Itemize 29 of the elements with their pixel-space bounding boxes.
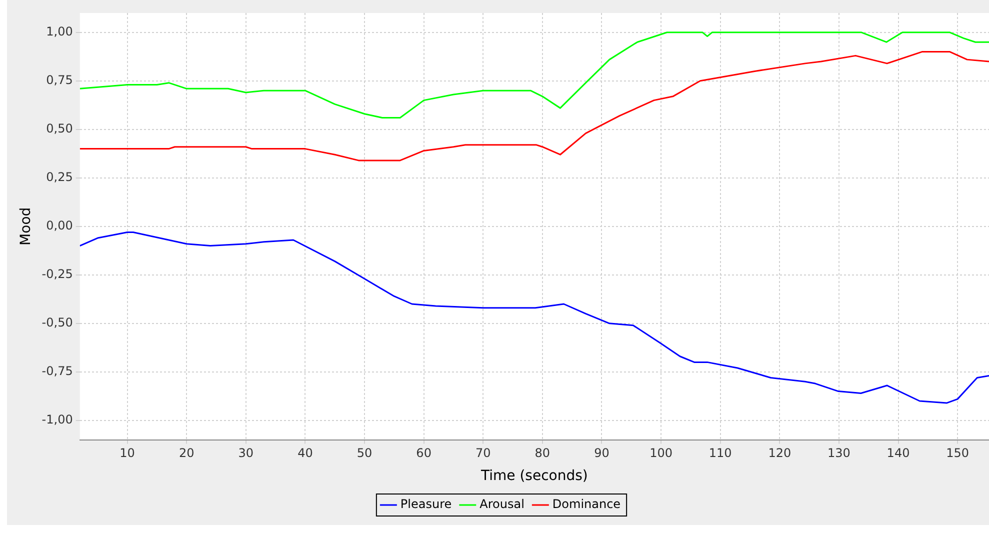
y-tick-label: -0,25 — [42, 267, 73, 282]
x-tick-label: 100 — [650, 446, 672, 460]
x-tick-label: 90 — [594, 446, 610, 460]
y-tick-label: -0,50 — [42, 316, 73, 330]
legend-label: Pleasure — [400, 497, 452, 512]
legend-label: Arousal — [480, 497, 524, 512]
x-tick-label: 70 — [475, 446, 491, 460]
x-tick-label: 140 — [886, 446, 910, 460]
legend-label: Dominance — [552, 497, 621, 512]
x-tick-label: 110 — [708, 446, 732, 460]
x-tick-label: 120 — [768, 446, 792, 460]
y-tick-label: 0,00 — [46, 218, 73, 233]
x-tick-label: 50 — [356, 446, 372, 460]
y-axis-title: Mood — [18, 207, 34, 246]
x-tick-label: 80 — [534, 446, 550, 460]
y-tick-label: -1,00 — [42, 412, 73, 427]
x-tick-label: 30 — [238, 446, 254, 460]
x-tick-label: 20 — [178, 446, 194, 460]
x-tick-label: 40 — [298, 446, 313, 460]
y-tick-label: 0,50 — [46, 122, 73, 136]
y-tick-label: -0,75 — [42, 364, 73, 378]
x-tick-label: 150 — [946, 446, 970, 460]
y-tick-label: 0,25 — [46, 170, 73, 184]
x-axis-title: Time (seconds) — [480, 468, 588, 484]
x-tick-label: 60 — [416, 446, 432, 460]
x-tick-label: 10 — [120, 446, 135, 460]
x-tick-label: 130 — [828, 446, 850, 460]
y-tick-label: 1,00 — [46, 24, 73, 39]
y-tick-label: 0,75 — [46, 73, 73, 88]
